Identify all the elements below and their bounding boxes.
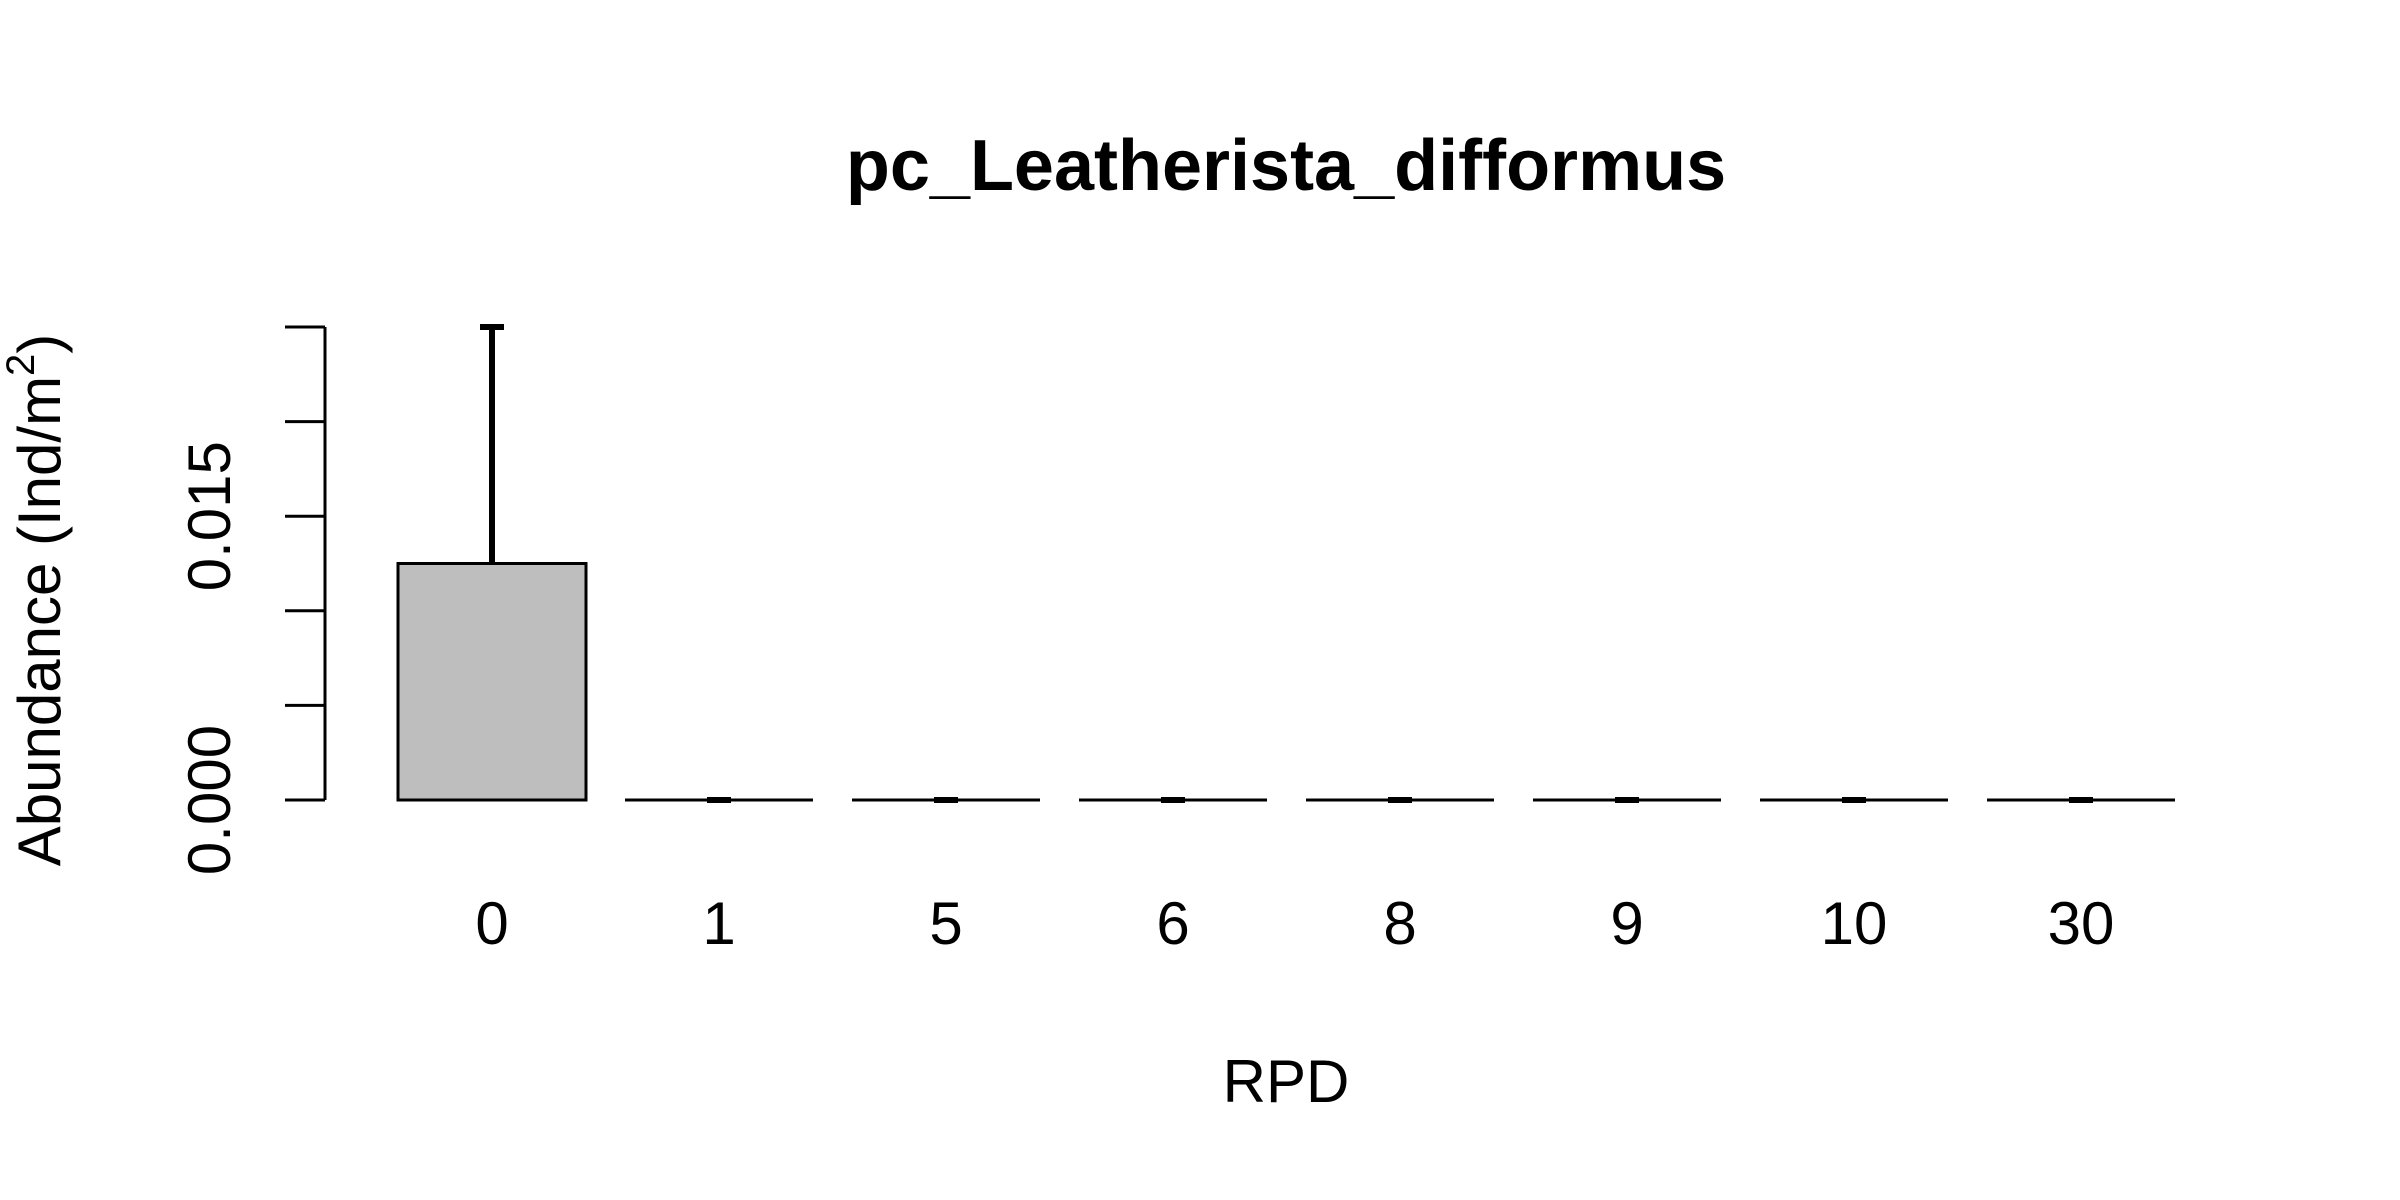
x-tick-label: 5 — [929, 890, 962, 957]
x-tick-label: 1 — [702, 890, 735, 957]
x-tick-label: 10 — [1821, 890, 1888, 957]
y-axis-label-close: ) — [6, 334, 73, 354]
bars — [396, 562, 2175, 802]
x-tick-label: 0 — [475, 890, 508, 957]
y-tick-label: 0.015 — [176, 441, 243, 591]
x-tick-label: 8 — [1383, 890, 1416, 957]
x-axis-label: RPD — [1223, 1048, 1350, 1115]
x-tick-labels: 0 1 5 6 8 9 10 30 — [475, 890, 2114, 957]
y-tick-label: 0.000 — [176, 725, 243, 875]
error-bars — [480, 324, 2093, 803]
y-axis: 0.000 0.015 — [176, 325, 327, 875]
bar — [396, 562, 588, 802]
y-axis-label-superscript: 2 — [0, 354, 43, 376]
y-axis-label: Abundance (Ind/m2) — [0, 334, 73, 867]
x-tick-label: 6 — [1156, 890, 1189, 957]
chart-title: pc_Leatherista_difformus — [846, 126, 1726, 206]
x-tick-label: 9 — [1610, 890, 1643, 957]
y-axis-label-main: Abundance (Ind/m — [6, 376, 73, 866]
x-tick-label: 30 — [2048, 890, 2115, 957]
